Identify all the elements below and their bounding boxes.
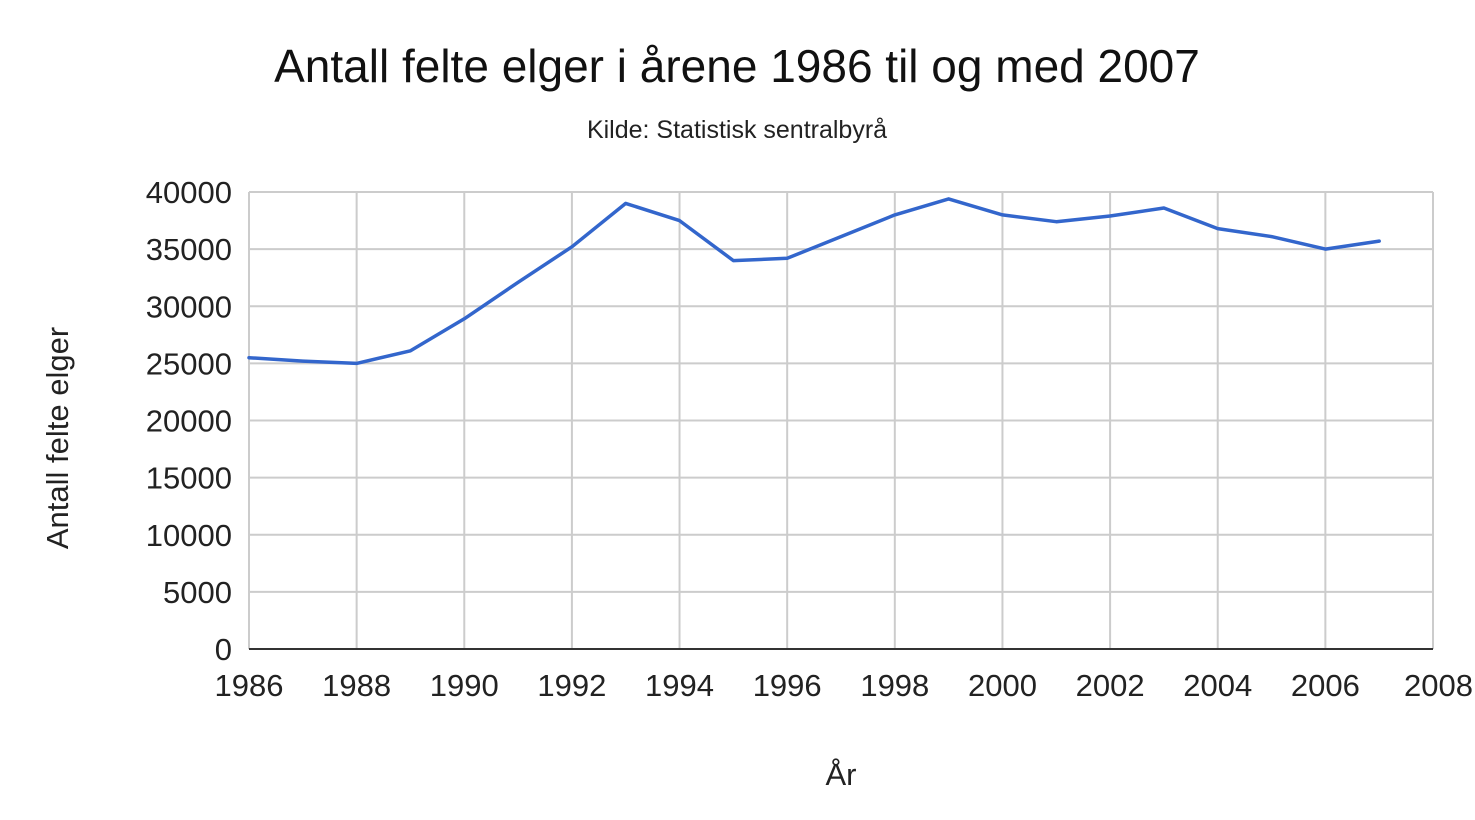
chart-title: Antall felte elger i årene 1986 til og m…	[274, 40, 1200, 92]
x-tick-label: 2008	[1404, 668, 1473, 703]
x-tick-label: 1988	[322, 668, 391, 703]
y-tick-label: 15000	[146, 461, 232, 496]
x-tick-label: 2004	[1183, 668, 1252, 703]
x-tick-label: 1986	[215, 668, 284, 703]
y-tick-label: 0	[215, 632, 232, 667]
x-axis-title: År	[826, 757, 857, 792]
x-tick-label: 1998	[860, 668, 929, 703]
series-line	[247, 197, 1381, 366]
tick-labels: 0 5000 10000 15000 20000 25000 30000 35000 40000…	[146, 175, 1473, 703]
x-tick-label: 1994	[645, 668, 714, 703]
x-tick-label: 1990	[430, 668, 499, 703]
y-tick-label: 30000	[146, 289, 232, 324]
x-tick-label: 1996	[753, 668, 822, 703]
x-tick-label: 2002	[1076, 668, 1145, 703]
y-tick-label: 35000	[146, 232, 232, 267]
y-tick-label: 20000	[146, 404, 232, 439]
x-tick-label: 2006	[1291, 668, 1360, 703]
x-tick-label: 1992	[537, 668, 606, 703]
x-tick-label: 2000	[968, 668, 1037, 703]
series-layer	[247, 197, 1381, 366]
grid	[248, 191, 1434, 649]
y-tick-label: 10000	[146, 518, 232, 553]
y-tick-label: 5000	[163, 575, 232, 610]
y-axis-title: Antall felte elger	[40, 327, 75, 549]
y-tick-label: 25000	[146, 346, 232, 381]
chart-subtitle: Kilde: Statistisk sentralbyrå	[587, 116, 887, 144]
y-tick-label: 40000	[146, 175, 232, 210]
